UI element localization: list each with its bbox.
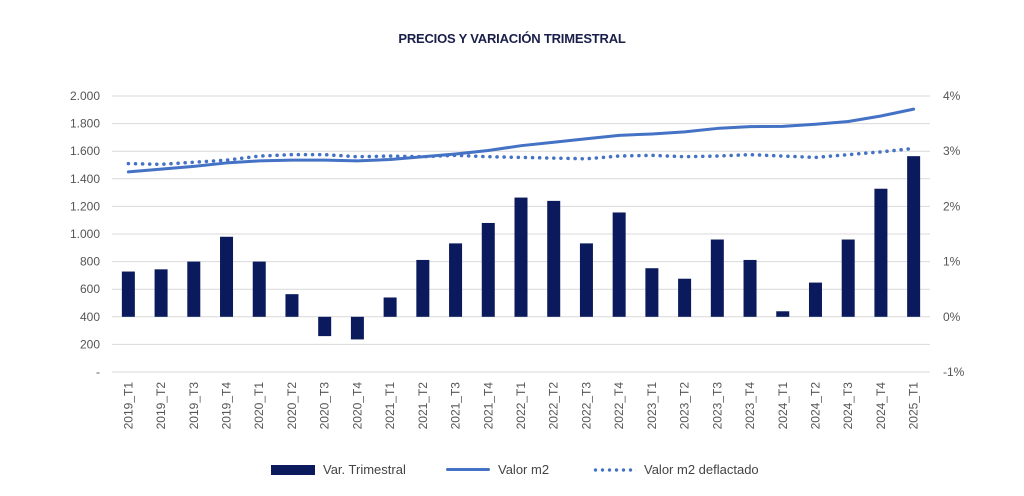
category-label: 2020_T2 xyxy=(285,382,299,430)
legend-item-var-trimestral: Var. Trimestral xyxy=(271,462,406,477)
right-tick-label: 3% xyxy=(943,144,961,158)
bar-var-trimestral xyxy=(220,236,234,317)
left-tick-label: 1.600 xyxy=(70,144,100,158)
bar-series xyxy=(121,156,921,340)
category-label: 2019_T1 xyxy=(121,382,135,430)
bar-var-trimestral xyxy=(121,271,135,317)
category-label: 2023_T3 xyxy=(710,382,724,430)
left-tick-label: 400 xyxy=(80,310,100,324)
right-tick-label: 4% xyxy=(943,89,961,103)
legend-item-valor-m2: Valor m2 xyxy=(446,462,549,477)
category-label: 2022_T2 xyxy=(547,382,561,430)
bar-var-trimestral xyxy=(841,239,855,317)
bar-var-trimestral xyxy=(285,294,299,317)
category-label: 2021_T3 xyxy=(449,382,463,430)
left-tick-label: 2.000 xyxy=(70,89,100,103)
legend: Var. Trimestral Valor m2 Valor m2 deflac… xyxy=(0,462,1024,482)
category-label: 2022_T4 xyxy=(612,382,626,430)
category-label: 2023_T2 xyxy=(678,382,692,430)
bar-var-trimestral xyxy=(710,239,724,317)
bar-var-trimestral xyxy=(252,261,266,317)
left-tick-label: - xyxy=(96,365,100,379)
bar-var-trimestral xyxy=(514,197,528,317)
left-axis: - 200 400 600 800 1.000 1.200 1.400 1.600 1.800 2.… xyxy=(70,89,100,379)
right-tick-label: 0% xyxy=(943,310,961,324)
bar-var-trimestral xyxy=(808,282,822,317)
category-label: 2023_T1 xyxy=(645,382,659,430)
legend-swatch-bar xyxy=(271,464,315,475)
bar-var-trimestral xyxy=(743,259,757,317)
category-axis: 2019_T1 2019_T2 2019_T3 2019_T4 2020_T1 2020_… xyxy=(121,382,920,430)
category-label: 2019_T3 xyxy=(187,382,201,430)
category-label: 2021_T1 xyxy=(383,382,397,430)
bar-var-trimestral xyxy=(416,259,430,317)
category-label: 2024_T3 xyxy=(841,382,855,430)
category-label: 2020_T1 xyxy=(252,382,266,430)
right-axis: -1% 0% 1% 2% 3% 4% xyxy=(943,89,965,379)
left-tick-label: 800 xyxy=(80,255,100,269)
legend-label-valor-m2-deflactado: Valor m2 deflactado xyxy=(644,462,759,477)
category-label: 2020_T4 xyxy=(350,382,364,430)
bar-var-trimestral xyxy=(154,269,168,317)
category-label: 2025_T1 xyxy=(907,382,921,430)
category-label: 2023_T4 xyxy=(743,382,757,430)
line-valor-m2 xyxy=(126,107,916,174)
right-tick-label: 1% xyxy=(943,255,961,269)
category-label: 2020_T3 xyxy=(318,382,332,430)
bar-var-trimestral xyxy=(776,311,790,317)
legend-label-valor-m2: Valor m2 xyxy=(498,462,550,477)
category-label: 2022_T3 xyxy=(579,382,593,430)
category-label: 2019_T2 xyxy=(154,382,168,430)
right-tick-label: -1% xyxy=(943,365,965,379)
left-tick-label: 1.200 xyxy=(70,199,100,213)
category-label: 2019_T4 xyxy=(220,382,234,430)
bar-var-trimestral xyxy=(678,278,692,317)
bar-var-trimestral xyxy=(579,243,593,317)
category-label: 2022_T1 xyxy=(514,382,528,430)
bar-var-trimestral xyxy=(318,316,332,337)
bar-var-trimestral xyxy=(350,316,364,340)
right-tick-label: 2% xyxy=(943,199,961,213)
left-tick-label: 200 xyxy=(80,337,100,351)
line-series xyxy=(126,107,916,174)
legend-swatch-line xyxy=(446,468,490,471)
bar-var-trimestral xyxy=(383,297,397,317)
bar-var-trimestral xyxy=(612,212,626,317)
bar-var-trimestral xyxy=(907,156,921,317)
bar-var-trimestral xyxy=(645,268,659,317)
category-label: 2021_T4 xyxy=(481,382,495,430)
category-label: 2024_T2 xyxy=(808,382,822,430)
bar-var-trimestral xyxy=(449,243,463,317)
bar-var-trimestral xyxy=(481,222,495,317)
legend-label-var-trimestral: Var. Trimestral xyxy=(323,462,406,477)
left-tick-label: 1.400 xyxy=(70,172,100,186)
chart-title: PRECIOS Y VARIACIÓN TRIMESTRAL xyxy=(398,31,626,46)
bar-var-trimestral xyxy=(187,261,201,317)
left-tick-label: 600 xyxy=(80,282,100,296)
left-tick-label: 1.800 xyxy=(70,117,100,131)
left-tick-label: 1.000 xyxy=(70,227,100,241)
category-label: 2024_T4 xyxy=(874,382,888,430)
bar-var-trimestral xyxy=(547,200,561,317)
legend-item-valor-m2-deflactado: Valor m2 deflactado xyxy=(592,462,759,477)
category-label: 2024_T1 xyxy=(776,382,790,430)
bar-var-trimestral xyxy=(874,188,888,317)
legend-swatch-dotted xyxy=(592,467,636,472)
category-label: 2021_T2 xyxy=(416,382,430,430)
